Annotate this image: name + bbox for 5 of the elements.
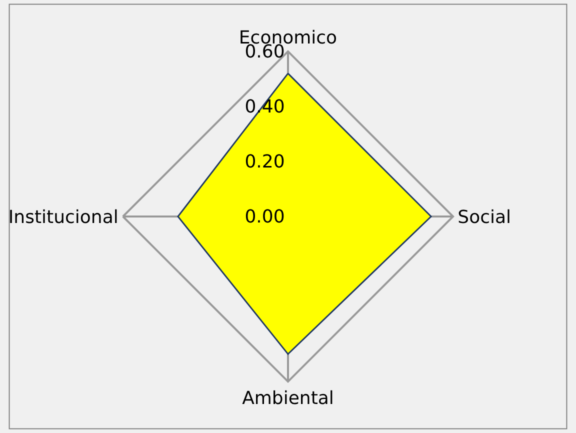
y-tick-label: 0.20 xyxy=(244,151,285,172)
spoke-label: Ambiental xyxy=(242,388,334,410)
y-tick-label: 0.00 xyxy=(244,206,285,228)
spoke-label: Institucional xyxy=(8,206,118,228)
spoke-label: Social xyxy=(458,206,512,228)
